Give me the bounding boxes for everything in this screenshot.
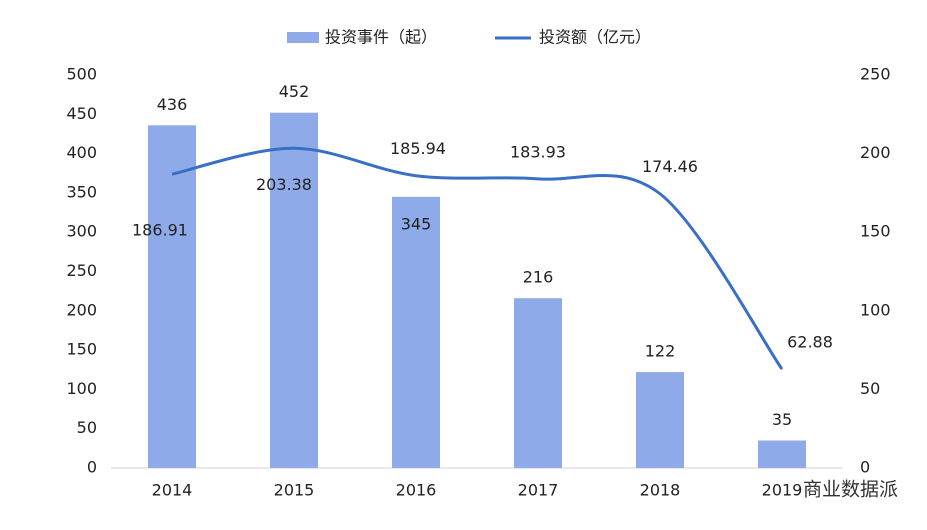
watermark: 商业数据派 [803, 479, 898, 501]
y-tick-label: 300 [66, 222, 97, 241]
bar [514, 298, 562, 468]
line [171, 146, 784, 371]
y-tick-label: 450 [66, 104, 97, 123]
bar-value-label: 345 [401, 214, 432, 233]
y-tick-label: 200 [66, 300, 97, 319]
y-tick-label: 400 [66, 143, 97, 162]
bar [636, 372, 684, 468]
bar-value-label: 436 [157, 95, 188, 114]
line-value-label: 62.88 [787, 333, 833, 352]
x-tick-label: 2015 [274, 481, 315, 500]
legend-label: 投资额（亿元） [539, 28, 651, 47]
bar-value-label: 216 [523, 268, 554, 287]
bar [392, 196, 440, 468]
line-value-label: 186.91 [132, 221, 188, 240]
y2-tick-label: 200 [860, 143, 891, 162]
bar [758, 440, 806, 468]
bar-value-label: 35 [772, 410, 792, 429]
bar [270, 112, 318, 468]
y2-tick-label: 100 [860, 300, 891, 319]
bar [148, 125, 196, 468]
legend-swatch [287, 32, 319, 43]
y2-tick-label: 250 [860, 65, 891, 84]
line-value-label: 203.38 [256, 175, 312, 194]
bar-value-label: 452 [279, 82, 310, 101]
y-tick-label: 250 [66, 261, 97, 280]
y2-tick-label: 50 [860, 379, 880, 398]
y-tick-label: 0 [87, 458, 97, 477]
y-tick-label: 50 [77, 418, 97, 437]
y2-tick-label: 0 [860, 458, 870, 477]
y-tick-label: 500 [66, 65, 97, 84]
y-tick-label: 100 [66, 379, 97, 398]
bar-value-label: 122 [645, 342, 676, 361]
line-value-label: 183.93 [510, 142, 566, 161]
y-tick-label: 150 [66, 340, 97, 359]
x-tick-label: 2019 [762, 481, 803, 500]
y-tick-label: 350 [66, 182, 97, 201]
x-tick-label: 2017 [518, 481, 559, 500]
y2-tick-label: 150 [860, 222, 891, 241]
x-tick-label: 2016 [396, 481, 437, 500]
line-value-label: 185.94 [390, 139, 446, 158]
x-tick-label: 2014 [152, 481, 193, 500]
x-tick-label: 2018 [640, 481, 681, 500]
legend-label: 投资事件（起） [325, 28, 437, 47]
line-value-label: 174.46 [642, 157, 698, 176]
